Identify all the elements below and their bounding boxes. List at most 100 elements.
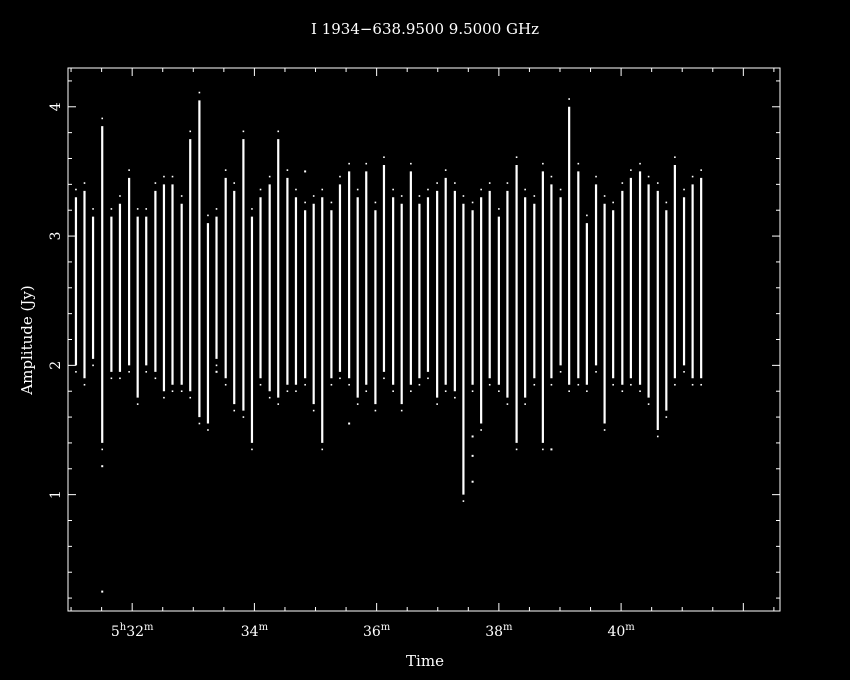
amplitude-point <box>683 371 685 373</box>
amplitude-point <box>418 195 421 197</box>
amplitude-point <box>374 201 377 204</box>
x-axis-label: Time <box>406 652 444 670</box>
amplitude-point <box>119 377 121 380</box>
amplitude-point <box>330 201 333 204</box>
amplitude-point <box>630 169 632 171</box>
outlier-point <box>215 370 218 373</box>
amplitude-point <box>436 403 438 405</box>
amplitude-point <box>189 130 192 133</box>
amplitude-point <box>83 182 86 184</box>
amplitude-point <box>224 383 227 386</box>
amplitude-point <box>586 214 588 217</box>
x-tick-label: 34m <box>241 622 269 640</box>
y-axis-label: Amplitude (Jy) <box>18 285 36 395</box>
amplitude-point <box>215 208 218 210</box>
amplitude-point <box>312 195 315 197</box>
amplitude-point <box>233 182 236 184</box>
amplitude-point <box>436 182 438 184</box>
amplitude-point <box>259 383 262 386</box>
amplitude-point <box>233 409 236 412</box>
amplitude-point <box>656 182 659 184</box>
amplitude-point <box>92 208 94 210</box>
amplitude-point <box>462 500 465 502</box>
amplitude-point <box>295 390 297 393</box>
amplitude-point <box>101 448 104 451</box>
amplitude-point <box>577 383 580 386</box>
amplitude-point <box>595 371 597 373</box>
amplitude-point <box>410 390 412 393</box>
amplitude-point <box>454 396 456 399</box>
amplitude-point <box>224 169 227 171</box>
amplitude-point <box>321 448 324 451</box>
amplitude-point <box>400 409 403 412</box>
outlier-point <box>304 170 307 173</box>
amplitude-point <box>75 188 77 191</box>
amplitude-point <box>242 130 245 133</box>
amplitude-point <box>524 403 526 405</box>
x-tick-label: 36m <box>363 622 391 640</box>
amplitude-point <box>683 188 685 191</box>
amplitude-point <box>171 175 174 178</box>
amplitude-point <box>207 429 209 431</box>
chart-title: I 1934−638.9500 9.5000 GHz <box>311 20 539 38</box>
amplitude-point <box>427 377 429 380</box>
amplitude-point <box>277 130 280 133</box>
amplitude-point <box>647 175 650 178</box>
amplitude-point <box>603 195 606 197</box>
amplitude-point <box>356 403 359 405</box>
amplitude-point <box>75 371 77 373</box>
amplitude-point <box>304 383 306 386</box>
amplitude-point <box>392 390 394 393</box>
amplitude-point <box>691 383 694 386</box>
amplitude-point <box>383 377 385 380</box>
amplitude-point <box>163 396 165 399</box>
amplitude-point <box>656 435 659 438</box>
amplitude-point <box>533 383 536 386</box>
amplitude-point <box>488 182 491 184</box>
amplitude-point <box>542 448 544 451</box>
amplitude-point <box>304 201 306 204</box>
amplitude-point <box>321 188 324 191</box>
amplitude-point <box>488 383 491 386</box>
amplitude-point <box>498 208 500 210</box>
amplitude-point <box>559 188 562 191</box>
amplitude-point <box>550 175 553 178</box>
amplitude-point <box>198 91 201 94</box>
plot-frame <box>67 67 781 612</box>
amplitude-point <box>506 182 509 184</box>
amplitude-point <box>251 208 253 210</box>
amplitude-point <box>215 364 218 367</box>
amplitude-point <box>171 390 174 393</box>
amplitude-point <box>207 214 209 217</box>
x-tick-label: 38m <box>485 622 513 640</box>
amplitude-point <box>365 390 368 393</box>
outlier-point <box>348 422 351 425</box>
amplitude-point <box>444 390 447 393</box>
x-axis: 5h32m 34m 36m 38m 40m <box>70 68 775 640</box>
amplitude-point <box>154 182 157 184</box>
y-tick-label: 2 <box>48 361 64 370</box>
amplitude-point <box>577 162 580 165</box>
outlier-points <box>101 170 553 593</box>
amplitude-point <box>568 98 570 100</box>
amplitude-point <box>348 383 350 386</box>
amplitude-point <box>110 377 113 380</box>
outlier-point <box>471 454 474 457</box>
amplitude-point <box>427 188 429 191</box>
x-tick-label: 40m <box>607 622 635 640</box>
amplitude-point <box>101 117 104 120</box>
amplitude-point <box>480 188 482 191</box>
amplitude-point <box>647 403 650 405</box>
amplitude-point <box>145 371 148 373</box>
amplitude-point <box>410 162 412 165</box>
amplitude-point <box>533 195 536 197</box>
amplitude-point <box>665 416 668 418</box>
amplitude-point <box>339 377 341 380</box>
amplitude-point <box>612 201 614 204</box>
amplitude-point <box>621 182 624 184</box>
amplitude-point <box>550 383 553 386</box>
amplitude-point <box>383 156 385 159</box>
amplitude-point <box>639 390 641 393</box>
amplitude-point <box>480 429 482 431</box>
